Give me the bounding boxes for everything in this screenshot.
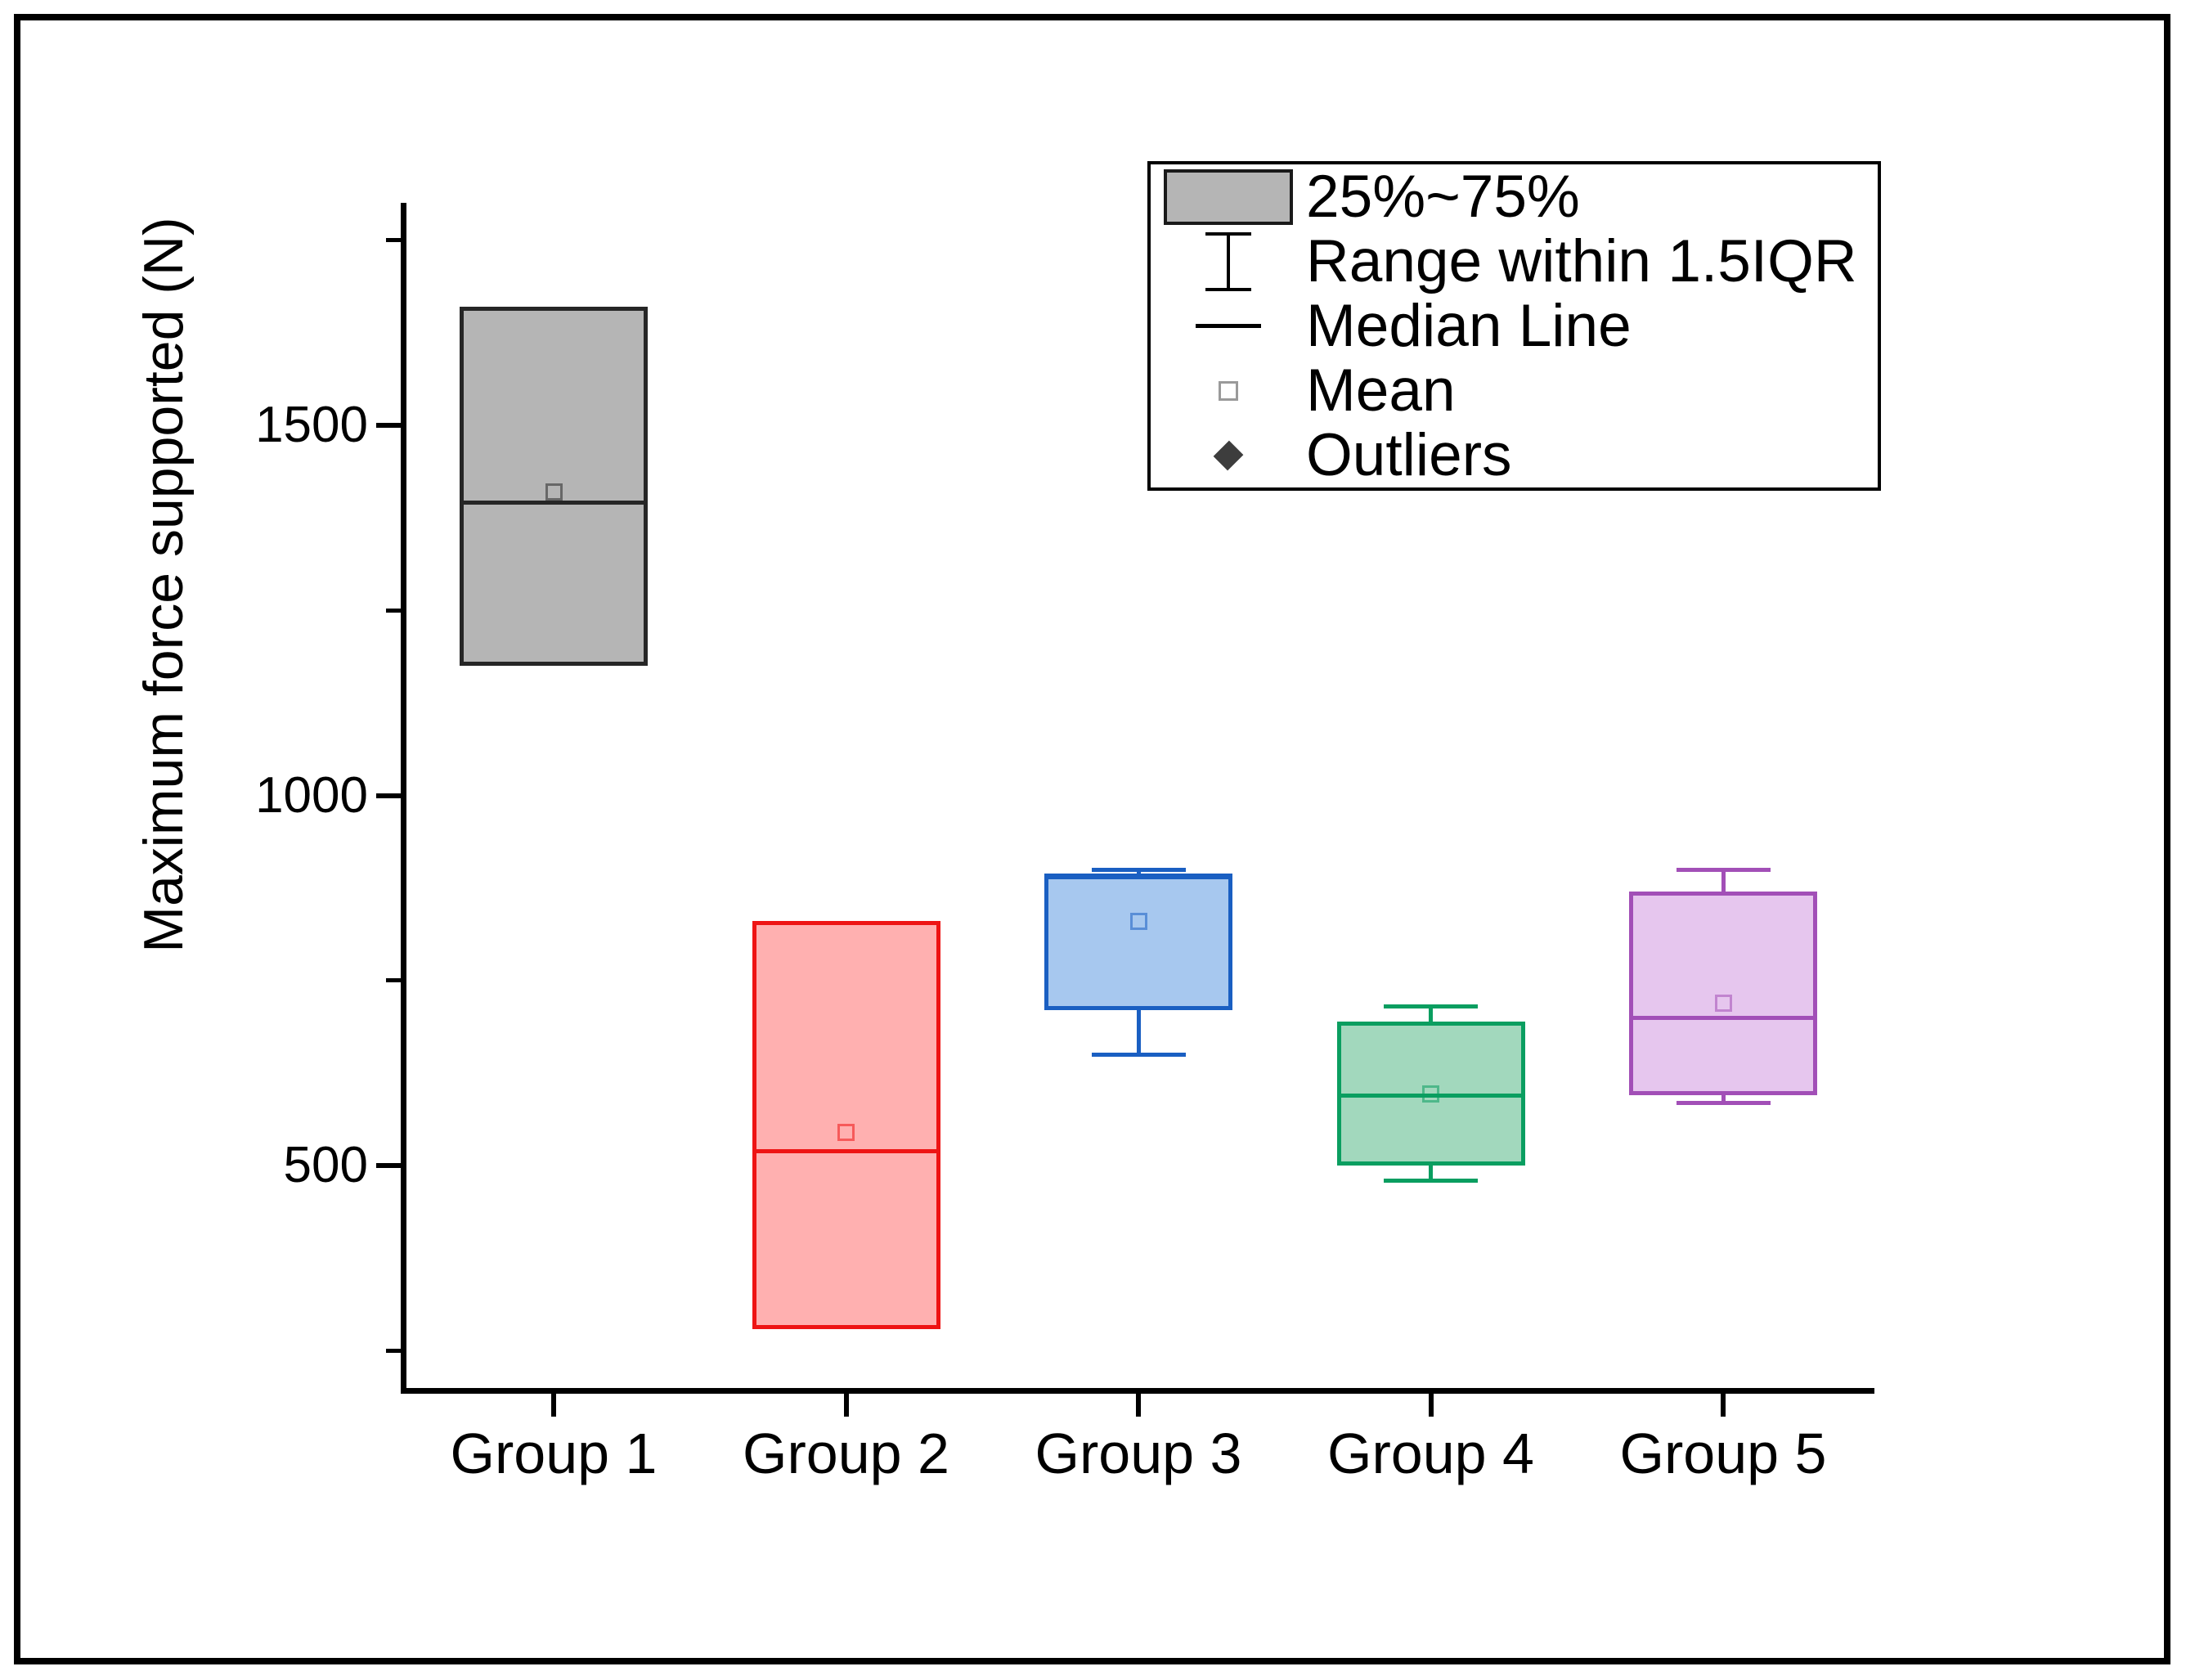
box-group-1: [460, 306, 648, 666]
mean-marker: [837, 1124, 855, 1142]
legend-item-mean: Mean: [1151, 358, 1878, 423]
median-line: [1629, 1015, 1817, 1020]
legend-label: Mean: [1306, 357, 1456, 424]
whisker-high-stem: [1721, 869, 1726, 892]
legend-label: Range within 1.5IQR: [1306, 228, 1857, 294]
legend-item-median: Median Line: [1151, 294, 1878, 358]
whisker-high-stem: [1429, 1006, 1433, 1022]
median-line: [1044, 874, 1232, 879]
median-line-icon: [1196, 324, 1261, 328]
box-group-5: [1629, 892, 1817, 1096]
mean-square-icon: [1219, 380, 1238, 401]
legend-label: Outliers: [1306, 422, 1512, 488]
legend-label: 25%~75%: [1306, 164, 1580, 230]
legend-item-iqr-box: 25%~75%: [1151, 164, 1878, 229]
y-axis-title: Maximum force supported (N): [132, 217, 195, 953]
box-group-3: [1044, 873, 1232, 1011]
mean-marker: [545, 483, 563, 501]
legend-label: Median Line: [1306, 293, 1632, 359]
whisker-low-cap: [1091, 1052, 1186, 1057]
mean-marker: [1714, 994, 1732, 1012]
whisker-high-cap: [1384, 1004, 1478, 1009]
median-line: [752, 1148, 940, 1153]
median-line: [1336, 1093, 1525, 1098]
legend-item-range: Range within 1.5IQR: [1151, 229, 1878, 294]
median-line: [460, 501, 648, 505]
y-axis-line: [401, 203, 406, 1394]
mean-marker: [1129, 912, 1147, 930]
whisker-low-cap: [1384, 1178, 1478, 1183]
mean-marker: [1422, 1085, 1439, 1103]
whisker-high-cap: [1091, 867, 1186, 872]
x-axis-line: [401, 1388, 1874, 1394]
whisker-high-cap: [1676, 867, 1771, 872]
whisker-low-stem: [1721, 1095, 1726, 1103]
plot-area: [406, 203, 1874, 1388]
errorbar-icon: [1204, 231, 1253, 291]
legend: 25%~75% Range within 1.5IQR Median Line …: [1147, 161, 1881, 491]
whisker-low-cap: [1676, 1100, 1771, 1105]
whisker-low-stem: [1429, 1166, 1433, 1181]
legend-item-outliers: Outliers: [1151, 423, 1878, 487]
iqr-box-icon: [1164, 168, 1293, 225]
outlier-diamond-icon: [1213, 440, 1244, 470]
whisker-low-stem: [1136, 1010, 1141, 1055]
